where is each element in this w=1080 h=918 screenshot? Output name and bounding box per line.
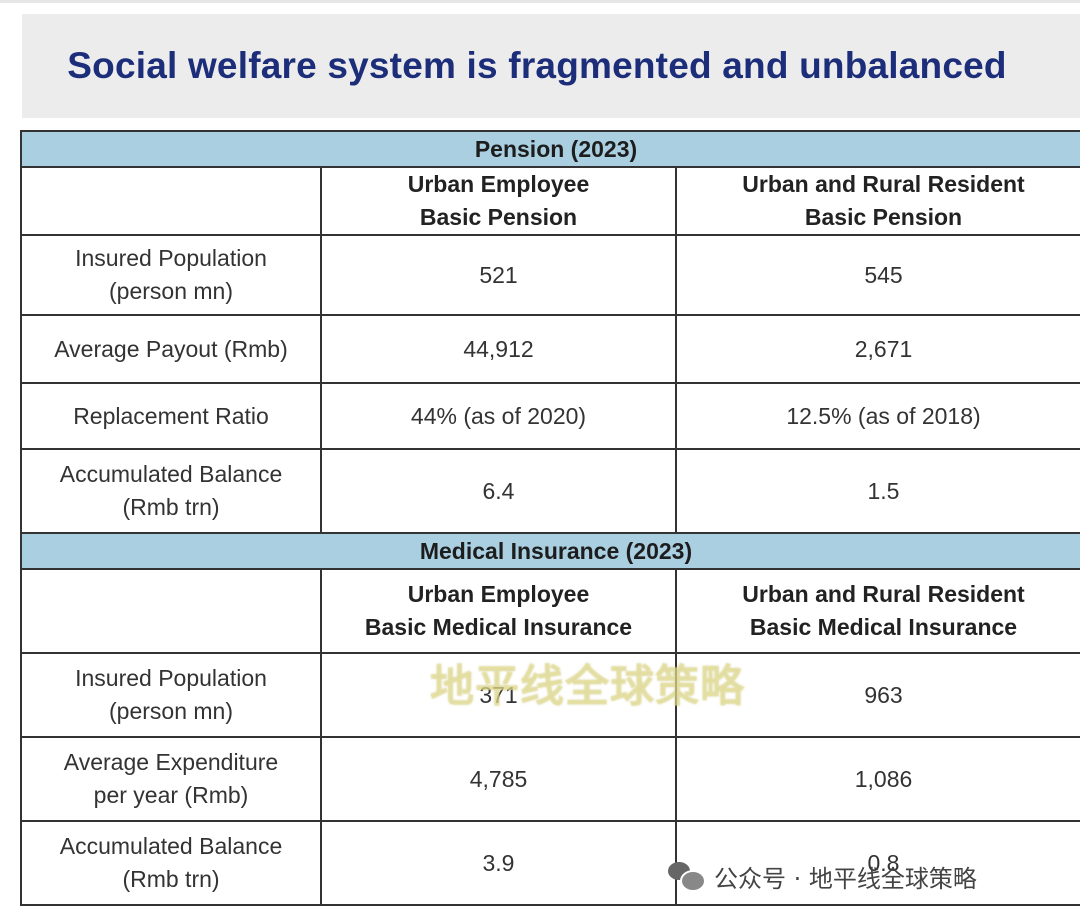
table-row: Insured Population (person mn) 371 963 (20, 652, 1080, 738)
empty-header-cell (20, 166, 322, 236)
row-label: Insured Population (person mn) (20, 652, 322, 738)
column-header: Urban Employee Basic Pension (320, 166, 677, 236)
table-cell: 1,086 (675, 736, 1080, 822)
table-row: Accumulated Balance (Rmb trn) 6.4 1.5 (20, 448, 1080, 534)
medical-section-row: Medical Insurance (2023) (20, 532, 1080, 570)
table-row: Accumulated Balance (Rmb trn) 3.9 0.8 (20, 820, 1080, 906)
medical-section-header: Medical Insurance (2023) (20, 532, 1080, 570)
table-row: Replacement Ratio 44% (as of 2020) 12.5%… (20, 382, 1080, 450)
column-header: Urban and Rural Resident Basic Pension (675, 166, 1080, 236)
pension-section-header: Pension (2023) (20, 130, 1080, 168)
table-cell: 545 (675, 234, 1080, 316)
table-cell: 0.8 (675, 820, 1080, 906)
pension-column-header-row: Urban Employee Basic Pension Urban and R… (20, 166, 1080, 236)
row-label: Insured Population (person mn) (20, 234, 322, 316)
row-label: Accumulated Balance (Rmb trn) (20, 820, 322, 906)
row-label: Replacement Ratio (20, 382, 322, 450)
table-cell: 44% (as of 2020) (320, 382, 677, 450)
row-label: Average Payout (Rmb) (20, 314, 322, 384)
table-cell: 6.4 (320, 448, 677, 534)
watermark-text: 地平线全球策略 (430, 661, 745, 712)
table-cell: 2,671 (675, 314, 1080, 384)
empty-header-cell (20, 568, 322, 654)
page-title: Social welfare system is fragmented and … (67, 45, 1007, 86)
table-cell: 4,785 (320, 736, 677, 822)
title-banner: Social welfare system is fragmented and … (22, 14, 1080, 118)
column-header: Urban and Rural Resident Basic Medical I… (675, 568, 1080, 654)
table-cell: 371 (320, 652, 677, 738)
table-row: Average Payout (Rmb) 44,912 2,671 (20, 314, 1080, 384)
pension-section-row: Pension (2023) (20, 130, 1080, 168)
row-label: Average Expenditure per year (Rmb) (20, 736, 322, 822)
table-cell: 3.9 (320, 820, 677, 906)
table-cell: 1.5 (675, 448, 1080, 534)
column-header: Urban Employee Basic Medical Insurance (320, 568, 677, 654)
wechat-icon (668, 860, 706, 892)
account-name: 公众号 · 地平线全球策略 (714, 864, 977, 893)
welfare-table: Pension (2023) Urban Employee Basic Pens… (20, 130, 1080, 906)
table-cell: 44,912 (320, 314, 677, 384)
table-cell: 521 (320, 234, 677, 316)
table-row: Insured Population (person mn) 521 545 (20, 234, 1080, 316)
table-cell: 963 (675, 652, 1080, 738)
account-attribution: 公众号 · 地平线全球策略 (668, 856, 977, 896)
table-cell: 12.5% (as of 2018) (675, 382, 1080, 450)
row-label: Accumulated Balance (Rmb trn) (20, 448, 322, 534)
medical-column-header-row: Urban Employee Basic Medical Insurance U… (20, 568, 1080, 654)
top-border (0, 0, 1080, 3)
table-row: Average Expenditure per year (Rmb) 4,785… (20, 736, 1080, 822)
